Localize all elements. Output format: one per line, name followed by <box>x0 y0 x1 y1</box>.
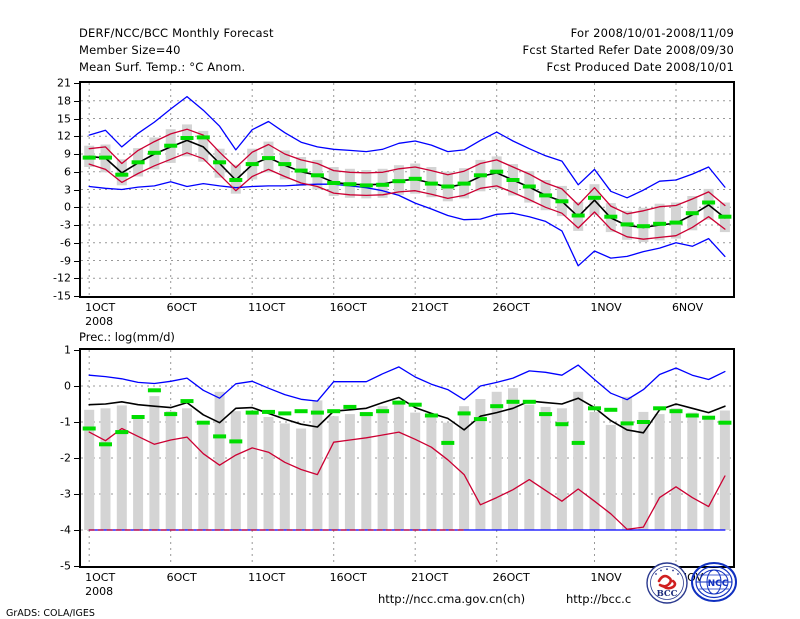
temperature-x-tick: 26OCT <box>492 301 530 314</box>
tick-mark <box>74 83 79 84</box>
precipitation-panel-title: Prec.: log(mm/d) <box>79 330 175 344</box>
tick-mark <box>74 566 79 567</box>
header-start-date: Fcst Started Refer Date 2008/09/30 <box>522 43 734 57</box>
tick-mark <box>74 350 79 351</box>
tick-mark <box>74 154 79 155</box>
tick-mark <box>74 242 79 244</box>
precipitation-x-tick: 1OCT <box>85 571 116 584</box>
temperature-y-tick: 15 <box>57 112 71 125</box>
precipitation-y-tick: -3 <box>60 487 71 501</box>
precipitation-x-tick: 21OCT <box>411 571 449 584</box>
temperature-x-tick: 11OCT <box>248 301 286 314</box>
precipitation-x-year-label: 2008 <box>85 585 114 598</box>
bcc-url[interactable]: http://bcc.c <box>566 592 632 606</box>
tick-mark <box>74 189 79 191</box>
precipitation-x-tick: 26OCT <box>492 571 530 584</box>
temperature-x-year-label: 2008 <box>85 315 114 328</box>
temperature-x-tick: 6OCT <box>166 301 197 314</box>
tick-mark <box>74 118 79 120</box>
temperature-y-tick: 6 <box>64 165 71 179</box>
tick-mark <box>74 494 79 495</box>
tick-mark <box>74 386 79 387</box>
temperature-x-tick: 6NOV <box>671 301 704 314</box>
tick-mark <box>74 278 79 280</box>
precipitation-y-tick: -1 <box>60 415 71 429</box>
tick-mark <box>74 260 79 262</box>
header-title: DERF/NCC/BCC Monthly Forecast <box>79 26 274 40</box>
precipitation-plot-svg <box>81 350 733 566</box>
temperature-y-tick: -15 <box>53 289 71 303</box>
precipitation-y-tick: -2 <box>60 451 71 465</box>
precipitation-y-tick: 0 <box>64 379 71 393</box>
tick-mark <box>74 225 79 226</box>
ncc-url[interactable]: http://ncc.cma.gov.cn(ch) <box>378 592 526 606</box>
grads-credit: GrADS: COLA/IGES <box>6 608 95 619</box>
svg-text:BCC: BCC <box>657 589 678 599</box>
header-produced-date: Fcst Produced Date 2008/10/01 <box>546 60 734 74</box>
temperature-y-tick: 9 <box>64 147 71 161</box>
precipitation-x-tick: 16OCT <box>329 571 367 584</box>
tick-mark <box>74 207 79 209</box>
precipitation-x-tick: 11OCT <box>248 571 286 584</box>
header-member-size: Member Size=40 <box>79 43 181 57</box>
precipitation-y-tick: -4 <box>60 523 71 537</box>
bcc-logo: BCC <box>645 561 689 605</box>
tick-mark <box>74 530 79 531</box>
precipitation-y-tick: -5 <box>60 559 71 573</box>
temperature-y-tick: 12 <box>57 129 71 143</box>
tick-mark <box>74 100 79 102</box>
temperature-x-tick: 1NOV <box>590 301 622 314</box>
temperature-y-tick: 18 <box>57 94 71 108</box>
tick-mark <box>74 458 79 459</box>
tick-mark <box>74 136 79 138</box>
temperature-y-tick: 21 <box>57 76 71 90</box>
temperature-y-tick: -6 <box>60 236 71 250</box>
temperature-x-tick: 1OCT <box>85 301 116 314</box>
precipitation-x-tick: 6OCT <box>166 571 197 584</box>
precipitation-y-tick: 1 <box>64 343 71 357</box>
temperature-plot-area <box>79 81 735 298</box>
temperature-y-tick: -9 <box>60 254 71 267</box>
temperature-panel-title: Mean Surf. Temp.: °C Anom. <box>79 60 246 74</box>
precipitation-plot-area <box>79 348 735 568</box>
temperature-y-tick: 0 <box>64 200 71 214</box>
ncc-logo: NCC <box>690 558 738 606</box>
temperature-x-tick: 16OCT <box>329 301 367 314</box>
temperature-x-tick: 21OCT <box>411 301 449 314</box>
temperature-y-tick: -3 <box>60 218 71 232</box>
tick-mark <box>74 296 79 297</box>
temperature-y-tick: -12 <box>53 271 71 285</box>
header-forecast-period: For 2008/10/01-2008/11/09 <box>570 26 734 40</box>
temperature-plot-svg <box>81 83 733 296</box>
svg-text:NCC: NCC <box>708 579 729 589</box>
tick-mark <box>74 422 79 423</box>
temperature-y-tick: 3 <box>64 183 71 196</box>
tick-mark <box>74 171 79 173</box>
precipitation-x-tick: 1NOV <box>590 571 622 584</box>
